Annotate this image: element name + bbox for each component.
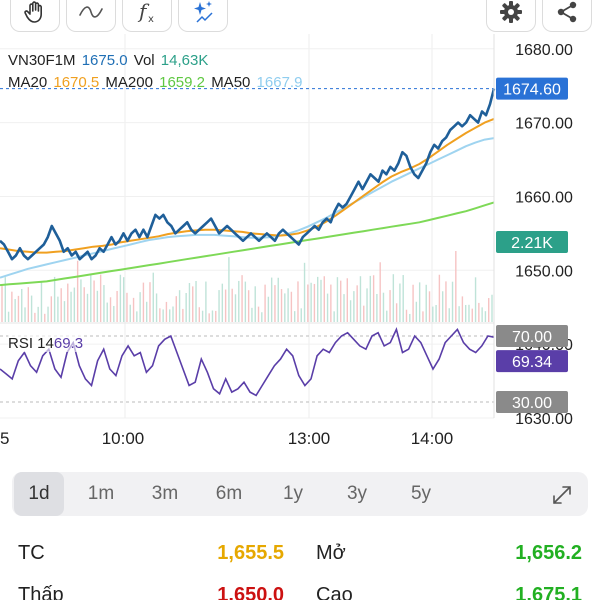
tc-value: 1,655.5: [217, 542, 284, 564]
rsi-value-badge: 69.34: [512, 354, 552, 371]
volume-badge-bg: [496, 231, 568, 253]
rsi-low-badge: 30.00: [512, 395, 552, 412]
timeframe-1m[interactable]: 1m: [87, 483, 115, 504]
legend-ma50: 1667.9: [256, 74, 303, 91]
fullscreen-button[interactable]: [550, 483, 574, 512]
sparkle-icon: [194, 0, 213, 23]
svg-text:x: x: [148, 14, 154, 25]
rsi-high-badge: 70.00: [512, 329, 552, 346]
volume-badge: 2.21K: [511, 235, 553, 252]
rsi-label: RSI 14: [8, 335, 54, 352]
gear-icon: [500, 0, 522, 23]
expand-icon: [553, 486, 571, 504]
time-tick-label: 5: [0, 429, 9, 448]
rsi-high-badge-bg: [496, 325, 568, 347]
legend-vol: 14,63K: [160, 52, 209, 69]
legend-ma200-label: MA200: [105, 74, 153, 91]
timeframe-5y[interactable]: 5y: [410, 483, 432, 504]
legend-ma50-label: MA50: [211, 74, 251, 91]
legend-row-price: VN30F1M 1675.0 Vol 14,63K: [8, 52, 210, 69]
price-tick-label: 1680.00: [515, 42, 573, 59]
time-tick-label: 13:00: [288, 429, 331, 448]
rsi-value: 69.3: [53, 335, 84, 352]
current-price-badge: 1674.60: [503, 82, 561, 99]
price-tick-label: 1660.00: [515, 189, 573, 206]
timeframe-3y[interactable]: 3y: [346, 483, 368, 504]
wave-icon: [79, 5, 103, 18]
rsi-line: [0, 327, 495, 397]
indicator-button[interactable]: f x: [122, 0, 172, 32]
price-line: [0, 88, 496, 261]
low-label: Thấp: [18, 584, 64, 600]
settings-button[interactable]: [486, 0, 536, 32]
share-icon: [557, 1, 577, 22]
open-value: 1,656.2: [515, 542, 582, 564]
low-value: 1,650.0: [217, 584, 284, 600]
ma20-line: [0, 117, 495, 254]
hand-tool-button[interactable]: [10, 0, 60, 32]
legend-symbol: VN30F1M: [8, 52, 76, 69]
price-tick-label: 1630.00: [515, 411, 573, 428]
ai-button[interactable]: [178, 0, 228, 32]
legend-price: 1675.0: [81, 52, 128, 69]
timeframe-6m[interactable]: 6m: [215, 483, 243, 504]
current-price-badge-bg: [496, 77, 568, 100]
price-tick-label: 1670.00: [515, 116, 573, 133]
legend-vol-label: Vol: [133, 52, 155, 69]
legend-ma200: 1659.2: [159, 74, 206, 91]
rsi-value-badge-bg: [496, 350, 568, 373]
legend-ma20-label: MA20: [8, 74, 48, 91]
high-label: Cao: [316, 584, 353, 600]
function-icon: f x: [137, 0, 154, 25]
timeframe-1d[interactable]: 1d: [14, 472, 64, 516]
timeframe-selector: 1d 1m 3m 6m 1y 3y 5y: [12, 472, 588, 516]
open-label: Mở: [316, 542, 346, 564]
legend-row-ma: MA20 1670.5 MA200 1659.2 MA50 1667.9: [8, 74, 304, 91]
time-tick-label: 10:00: [102, 429, 145, 448]
ma200-line: [0, 201, 495, 287]
high-value: 1,675.1: [515, 584, 582, 600]
tc-label: TC: [18, 542, 45, 564]
price-chart[interactable]: 1680.001670.001660.001650.001640.001630.…: [0, 0, 600, 460]
price-tick-label: 1650.00: [515, 263, 573, 280]
rsi-legend: RSI 1469.3: [8, 335, 84, 352]
timeframe-3m[interactable]: 3m: [151, 483, 179, 504]
chart-toolbar: f x: [0, 0, 600, 34]
ma50-line: [0, 137, 495, 279]
legend-ma20: 1670.5: [53, 74, 100, 91]
time-tick-label: 14:00: [411, 429, 454, 448]
share-button[interactable]: [542, 0, 592, 32]
rsi-low-badge-bg: [496, 391, 568, 413]
line-tool-button[interactable]: [66, 0, 116, 32]
hand-icon: [24, 0, 42, 23]
timeframe-1y[interactable]: 1y: [282, 483, 304, 504]
